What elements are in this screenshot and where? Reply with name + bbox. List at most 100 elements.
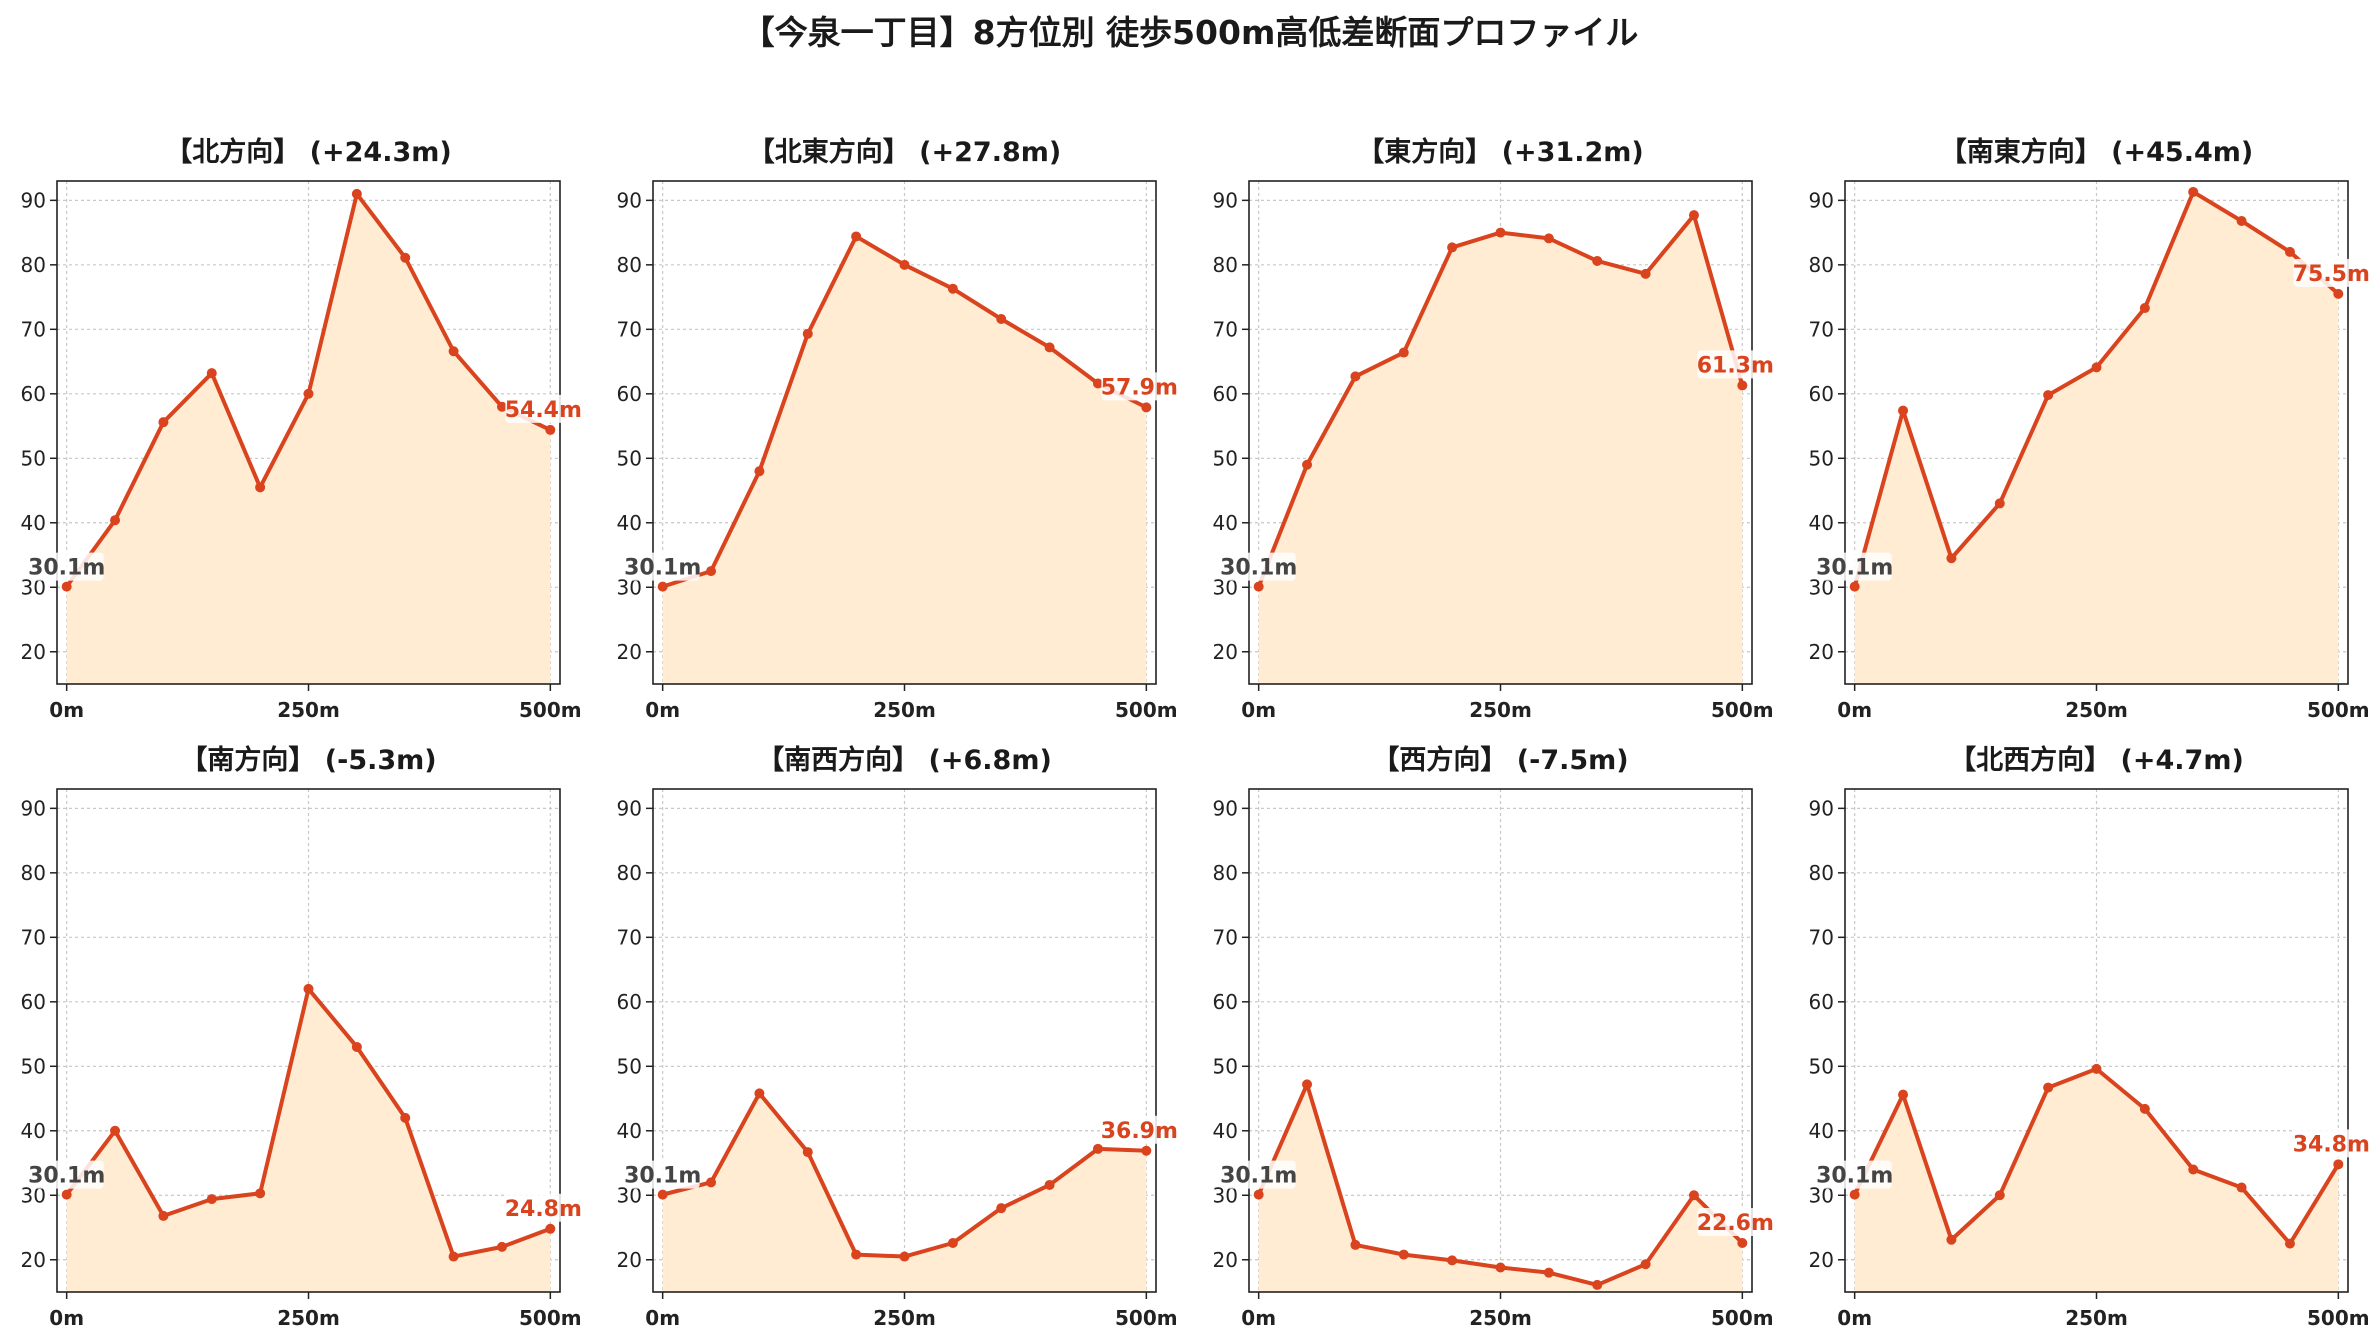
- y-tick-label: 40: [1809, 1119, 1834, 1143]
- end-elevation-label: 61.3m: [1697, 353, 1774, 378]
- y-tick-label: 80: [21, 861, 46, 885]
- data-point: [1092, 378, 1103, 389]
- data-point: [996, 314, 1007, 325]
- y-tick-label: 40: [21, 511, 46, 535]
- y-tick-label: 40: [21, 1119, 46, 1143]
- data-point: [2284, 246, 2295, 257]
- y-tick-label: 20: [1809, 1248, 1834, 1272]
- y-tick-label: 60: [21, 382, 46, 406]
- x-tick-label: 0m: [49, 698, 84, 722]
- data-point: [1592, 1279, 1603, 1290]
- y-tick-label: 70: [21, 317, 46, 341]
- y-tick-label: 90: [1809, 188, 1834, 212]
- data-point: [1398, 347, 1409, 358]
- y-tick-label: 60: [1809, 382, 1834, 406]
- data-point: [110, 515, 121, 526]
- y-tick-label: 60: [1213, 990, 1238, 1014]
- y-tick-label: 50: [1809, 1054, 1834, 1078]
- x-tick-label: 250m: [873, 1306, 936, 1330]
- data-point: [706, 1177, 717, 1188]
- panel-title: 【東方向】 (+31.2m): [1357, 136, 1643, 168]
- data-point: [1543, 1267, 1554, 1278]
- end-label-background: [1101, 1115, 1178, 1144]
- x-tick-label: 500m: [1115, 1306, 1178, 1330]
- y-tick-label: 80: [1213, 861, 1238, 885]
- end-elevation-label: 36.9m: [1101, 1119, 1178, 1144]
- y-tick-label: 90: [21, 188, 46, 212]
- end-label-background: [1697, 1207, 1774, 1236]
- y-tick-label: 70: [1809, 925, 1834, 949]
- y-tick-label: 70: [1213, 925, 1238, 949]
- y-tick-label: 20: [617, 640, 642, 664]
- data-point: [947, 1237, 958, 1248]
- x-tick-label: 250m: [2065, 1306, 2128, 1330]
- panel-title: 【南東方向】 (+45.4m): [1940, 136, 2253, 168]
- data-point: [206, 1194, 217, 1205]
- x-tick-label: 250m: [1469, 698, 1532, 722]
- data-point: [255, 1188, 266, 1199]
- y-tick-label: 90: [1213, 188, 1238, 212]
- start-label-background: [1221, 552, 1296, 581]
- data-point: [1592, 255, 1603, 266]
- x-tick-label: 0m: [1837, 1306, 1872, 1330]
- start-label-background: [1817, 552, 1892, 581]
- x-tick-label: 250m: [277, 698, 340, 722]
- x-tick-label: 0m: [1837, 698, 1872, 722]
- y-tick-label: 90: [1809, 796, 1834, 820]
- data-point: [1849, 581, 1860, 592]
- data-point: [851, 231, 862, 242]
- end-label-background: [2293, 1129, 2370, 1158]
- data-point: [1350, 371, 1361, 382]
- data-point: [657, 1189, 668, 1200]
- data-point: [1044, 1179, 1055, 1190]
- y-tick-label: 40: [1213, 1119, 1238, 1143]
- y-tick-label: 50: [1213, 1054, 1238, 1078]
- y-tick-label: 20: [1213, 1248, 1238, 1272]
- y-tick-label: 80: [617, 253, 642, 277]
- start-label-background: [29, 1160, 104, 1189]
- data-point: [851, 1249, 862, 1260]
- data-point: [110, 1125, 121, 1136]
- panel-title: 【北東方向】 (+27.8m): [748, 136, 1061, 168]
- data-point: [1946, 553, 1957, 564]
- x-tick-label: 250m: [2065, 698, 2128, 722]
- panel-title: 【南西方向】 (+6.8m): [757, 744, 1052, 776]
- x-tick-label: 500m: [1115, 698, 1178, 722]
- y-tick-label: 60: [21, 990, 46, 1014]
- y-tick-label: 80: [1809, 253, 1834, 277]
- end-label-background: [505, 394, 582, 423]
- y-tick-label: 40: [617, 1119, 642, 1143]
- data-point: [1253, 1189, 1264, 1200]
- data-point: [158, 417, 169, 428]
- end-elevation-label: 75.5m: [2293, 262, 2370, 287]
- data-point: [2043, 1082, 2054, 1093]
- data-point: [2236, 1182, 2247, 1193]
- start-elevation-label: 30.1m: [1220, 1164, 1297, 1189]
- data-point: [61, 581, 72, 592]
- data-point: [2284, 1238, 2295, 1249]
- panel-title: 【西方向】 (-7.5m): [1372, 744, 1628, 776]
- y-tick-label: 70: [21, 925, 46, 949]
- data-point: [303, 983, 314, 994]
- start-elevation-label: 30.1m: [1816, 1164, 1893, 1189]
- data-point: [1640, 1259, 1651, 1270]
- data-point: [255, 482, 266, 493]
- y-tick-label: 80: [21, 253, 46, 277]
- data-point: [2139, 303, 2150, 314]
- start-elevation-label: 30.1m: [624, 556, 701, 581]
- elevation-area: [66, 193, 551, 684]
- x-tick-label: 0m: [1241, 698, 1276, 722]
- data-point: [1495, 227, 1506, 238]
- data-point: [496, 401, 507, 412]
- elevation-area: [1854, 1068, 2339, 1292]
- y-tick-label: 70: [617, 317, 642, 341]
- start-label-background: [1817, 1160, 1892, 1189]
- start-label-background: [29, 552, 104, 581]
